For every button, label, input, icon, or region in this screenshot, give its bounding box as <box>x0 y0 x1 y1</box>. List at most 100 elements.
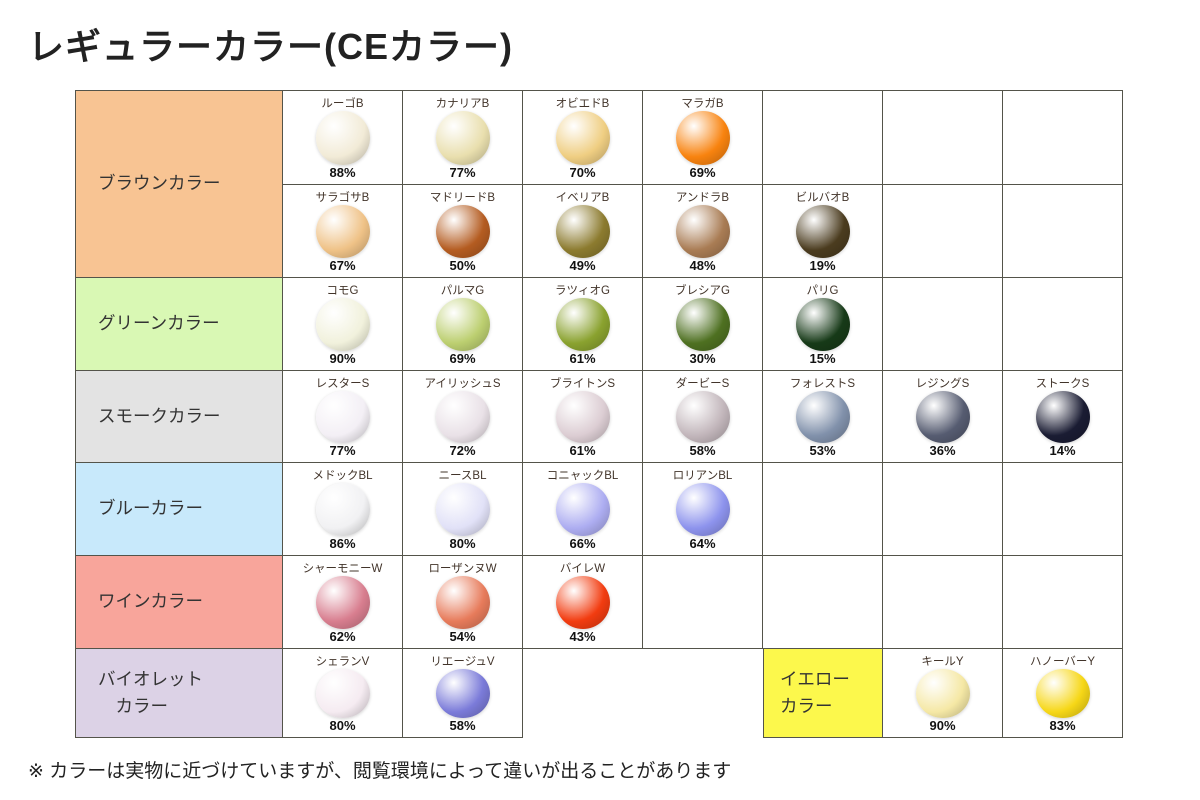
lens-swatch <box>435 391 490 443</box>
transmission-percentage: 61% <box>569 351 596 366</box>
swatch-cell: シャーモニーW 62% <box>283 556 403 649</box>
lens-swatch <box>435 483 490 536</box>
empty-cell <box>1003 91 1123 185</box>
lens-swatch <box>435 576 490 629</box>
lens-swatch <box>435 205 490 258</box>
transmission-percentage: 72% <box>449 443 476 458</box>
lens-swatch <box>675 391 730 443</box>
transmission-percentage: 58% <box>449 718 476 733</box>
swatch-cell: イベリアB 49% <box>523 185 643 278</box>
swatch-cell: パルマG 69% <box>403 278 523 371</box>
swatch-cell: アイリッシュS 72% <box>403 371 523 463</box>
swatch-name: イベリアB <box>555 192 610 204</box>
category-label-smoke: スモークカラー <box>76 371 283 463</box>
lens-swatch <box>315 669 370 718</box>
lens-swatch <box>435 111 490 165</box>
swatch-name: ハノーバーY <box>1029 656 1096 668</box>
swatch-name: ルーゴB <box>321 98 364 110</box>
lens-swatch <box>555 576 610 629</box>
lens-swatch <box>915 669 970 718</box>
lens-swatch <box>795 205 850 258</box>
transmission-percentage: 53% <box>809 443 836 458</box>
swatch-name: ラツィオG <box>555 285 610 297</box>
swatch-cell: マドリードB 50% <box>403 185 523 278</box>
transmission-percentage: 86% <box>329 536 356 551</box>
swatch-cell: ストークS 14% <box>1003 371 1123 463</box>
lens-swatch <box>315 205 370 258</box>
lens-swatch <box>315 576 370 629</box>
swatch-name: ローザンヌW <box>428 563 497 575</box>
transmission-percentage: 50% <box>449 258 476 273</box>
transmission-percentage: 62% <box>329 629 356 644</box>
transmission-percentage: 90% <box>329 351 356 366</box>
footnote: ※ カラーは実物に近づけていますが、閲覧環境によって違いが出ることがあります <box>28 761 732 782</box>
swatch-name: ビルバオB <box>795 192 850 204</box>
swatch-name: ストークS <box>1035 378 1090 390</box>
transmission-percentage: 30% <box>689 351 716 366</box>
category-label-brown: ブラウンカラー <box>76 91 283 278</box>
empty-cell <box>763 463 883 556</box>
swatch-name: ブレシアG <box>675 285 730 297</box>
empty-cell <box>1003 185 1123 278</box>
swatch-name: リエージュV <box>430 656 495 668</box>
swatch-name: サラゴサB <box>315 192 370 204</box>
swatch-name: オビエドB <box>555 98 610 110</box>
swatch-cell: ニースBL 80% <box>403 463 523 556</box>
transmission-percentage: 83% <box>1049 718 1076 733</box>
transmission-percentage: 48% <box>689 258 716 273</box>
swatch-name: シャーモニーW <box>302 563 383 575</box>
lens-swatch <box>555 391 610 443</box>
swatch-cell: ビルバオB 19% <box>763 185 883 278</box>
lens-swatch <box>555 298 610 351</box>
swatch-name: レスターS <box>315 378 370 390</box>
empty-cell <box>1003 278 1123 371</box>
transmission-percentage: 66% <box>569 536 596 551</box>
transmission-percentage: 14% <box>1049 443 1076 458</box>
empty-cell <box>1003 556 1123 649</box>
swatch-cell: レジングS 36% <box>883 371 1003 463</box>
empty-cell <box>883 278 1003 371</box>
swatch-name: アンドラB <box>675 192 730 204</box>
transmission-percentage: 80% <box>449 536 476 551</box>
swatch-name: ロリアンBL <box>672 470 733 482</box>
swatch-name: マドリードB <box>429 192 496 204</box>
swatch-name: パルマG <box>440 285 485 297</box>
transmission-percentage: 77% <box>329 443 356 458</box>
category-label-blue: ブルーカラー <box>76 463 283 556</box>
swatch-cell: コモG 90% <box>283 278 403 371</box>
swatch-name: パリG <box>806 285 839 297</box>
lens-swatch <box>675 205 730 258</box>
lens-swatch <box>315 483 370 536</box>
swatch-name: フォレストS <box>789 378 856 390</box>
swatch-name: バイレW <box>559 563 606 575</box>
swatch-cell: リエージュV 58% <box>403 649 523 738</box>
swatch-cell: バイレW 43% <box>523 556 643 649</box>
swatch-name: コニャックBL <box>546 470 619 482</box>
category-label-violet: バイオレット カラー <box>76 649 283 738</box>
empty-cell <box>1003 463 1123 556</box>
lens-swatch <box>555 205 610 258</box>
swatch-name: レジングS <box>915 378 970 390</box>
lens-swatch <box>555 111 610 165</box>
category-label-green: グリーンカラー <box>76 278 283 371</box>
lens-swatch <box>675 111 730 165</box>
swatch-name: コモG <box>326 285 359 297</box>
swatch-name: ニースBL <box>438 470 487 482</box>
swatch-cell: カナリアB 77% <box>403 91 523 185</box>
swatch-name: メドックBL <box>312 470 373 482</box>
swatch-name: シェランV <box>315 656 370 668</box>
empty-cell <box>643 556 763 649</box>
transmission-percentage: 58% <box>689 443 716 458</box>
transmission-percentage: 90% <box>929 718 956 733</box>
swatch-name: ダービーS <box>675 378 730 390</box>
swatch-cell: シェランV 80% <box>283 649 403 738</box>
transmission-percentage: 69% <box>689 165 716 180</box>
lens-swatch <box>675 483 730 536</box>
transmission-percentage: 15% <box>809 351 836 366</box>
swatch-name: アイリッシュS <box>424 378 501 390</box>
lens-swatch <box>1035 669 1090 718</box>
swatch-cell: アンドラB 48% <box>643 185 763 278</box>
swatch-name: キールY <box>921 656 964 668</box>
transmission-percentage: 77% <box>449 165 476 180</box>
transmission-percentage: 67% <box>329 258 356 273</box>
